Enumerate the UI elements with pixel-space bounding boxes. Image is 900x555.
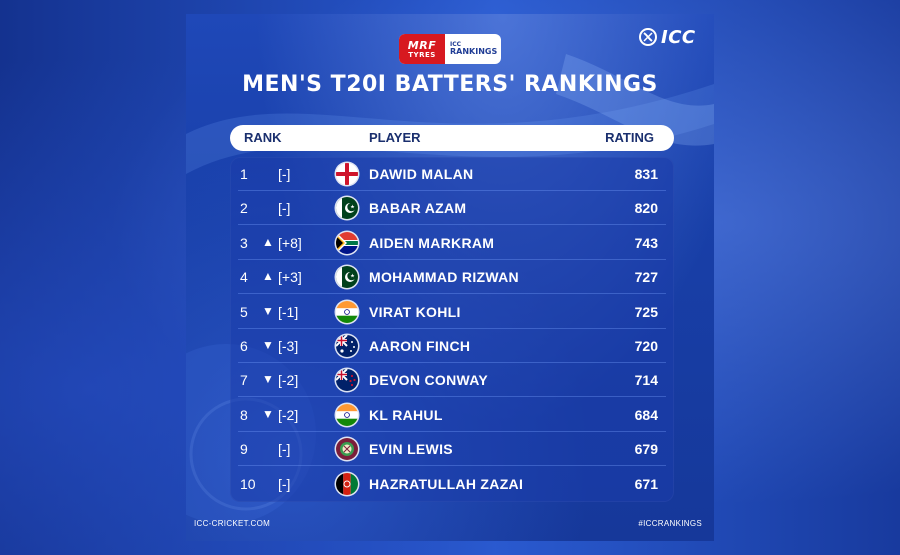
rank-movement: [-1] [278,303,299,320]
table-row: 4 ▲ [+3] MOHAMMAD RIZWAN 727 [230,260,674,295]
player-rating: 727 [634,269,658,286]
rank-number: 1 [240,166,248,182]
pakistan-flag-icon [336,266,358,289]
row-divider [238,327,666,329]
footer-hashtag: #ICCRANKINGS [638,519,702,528]
table-row: 9 [-] EVIN LEWIS 679 [230,432,674,467]
india-flag-icon [336,403,358,426]
player-name: AIDEN MARKRAM [369,234,495,251]
table-row: 3 ▲ [+8] AIDEN MARKRAM 743 [230,226,674,260]
player-name: EVIN LEWIS [369,441,453,458]
rank-number: 8 [240,406,248,423]
table-row: 2 [-] BABAR AZAM 820 [230,191,674,226]
player-rating: 684 [634,406,658,423]
rank-movement: [-2] [278,406,299,423]
england-flag-icon [336,163,358,185]
player-name: DEVON CONWAY [369,372,488,389]
header-rating: RATING [605,130,654,145]
player-rating: 725 [634,303,658,320]
icc-rankings-text: RANKINGS [450,47,498,56]
footer-website: ICC-CRICKET.COM [194,519,271,528]
header-player: PLAYER [369,130,421,145]
rank-movement: [-] [278,441,291,458]
player-name: BABAR AZAM [369,200,467,217]
rank-movement: [+8] [278,234,302,251]
tyres-text: TYRES [408,50,436,59]
table-row: 5 ▼ [-1] VIRAT KOHLI 725 [230,295,674,329]
player-rating: 671 [634,475,658,492]
down-arrow-icon: ▼ [262,372,274,387]
row-divider [238,190,666,191]
row-divider [238,396,666,398]
west-indies-flag-icon [336,438,358,461]
row-divider [238,293,666,295]
mrf-text: MRF [407,38,437,52]
player-rating: 714 [634,372,658,389]
down-arrow-icon: ▼ [262,406,274,421]
row-divider [238,362,666,363]
player-name: DAWID MALAN [369,166,474,182]
icc-rankings-icc-text: ICC [450,41,462,48]
icc-logo-text: ICC [661,26,696,48]
player-name: MOHAMMAD RIZWAN [369,269,519,286]
table-row: 7 ▼ [-2] DEVON CONWAY 714 [230,363,674,398]
player-name: AARON FINCH [369,338,471,354]
rank-number: 5 [240,303,248,320]
row-divider [238,465,666,467]
sponsor-logo: MRF TYRES ICC RANKINGS [399,34,501,64]
row-divider [238,258,666,260]
rankings-table: 1 [-] DAWID MALAN 831 2 [-] BABAR AZAM 820 3 ▲ [+8… [230,157,674,502]
afghanistan-flag-icon [336,472,358,495]
rank-movement: [+3] [278,269,302,286]
table-row: 8 ▼ [-2] KL RAHUL 684 [230,398,674,432]
up-arrow-icon: ▲ [262,269,274,284]
rank-number: 2 [240,200,248,217]
page-title: MEN'S T20I BATTERS' RANKINGS [242,72,658,97]
pakistan-flag-icon [336,197,358,220]
rank-movement: [-] [278,475,291,492]
rank-movement: [-3] [278,338,299,354]
player-name: HAZRATULLAH ZAZAI [369,475,524,492]
icc-swirl-icon [639,28,657,46]
table-row: 6 ▼ [-3] AARON FINCH 720 [230,329,674,363]
rank-number: 6 [240,338,248,354]
player-rating: 820 [634,200,658,217]
rank-movement: [-] [278,166,291,182]
header-rank: RANK [244,130,282,145]
down-arrow-icon: ▼ [262,338,274,352]
rank-movement: [-2] [278,372,299,389]
up-arrow-icon: ▲ [262,234,274,249]
rank-number: 7 [240,372,248,389]
player-rating: 720 [634,338,658,354]
player-rating: 831 [634,166,658,182]
player-rating: 743 [634,234,658,251]
rank-movement: [-] [278,200,291,217]
player-rating: 679 [634,441,658,458]
new-zealand-flag-icon [336,369,358,392]
australia-flag-icon [336,335,358,357]
rank-number: 9 [240,441,248,458]
player-name: KL RAHUL [369,406,443,423]
icc-logo: ICC [638,24,696,50]
mrf-tyres-logo: MRF TYRES [399,34,445,64]
row-divider [238,224,666,226]
india-flag-icon [336,300,358,323]
table-row: 10 [-] HAZRATULLAH ZAZAI 671 [230,467,674,501]
player-name: VIRAT KOHLI [369,303,461,320]
rank-number: 3 [240,234,248,251]
down-arrow-icon: ▼ [262,303,274,318]
south-africa-flag-icon [336,231,358,254]
icc-rankings-logo: ICC RANKINGS [445,42,501,56]
rank-number: 4 [240,269,248,286]
rank-number: 10 [240,475,256,492]
rankings-card: MRF TYRES ICC RANKINGS ICC MEN'S T20I BA… [186,14,714,541]
table-header: RANK PLAYER RATING [230,125,674,151]
table-row: 1 [-] DAWID MALAN 831 [230,157,674,191]
row-divider [238,430,666,432]
